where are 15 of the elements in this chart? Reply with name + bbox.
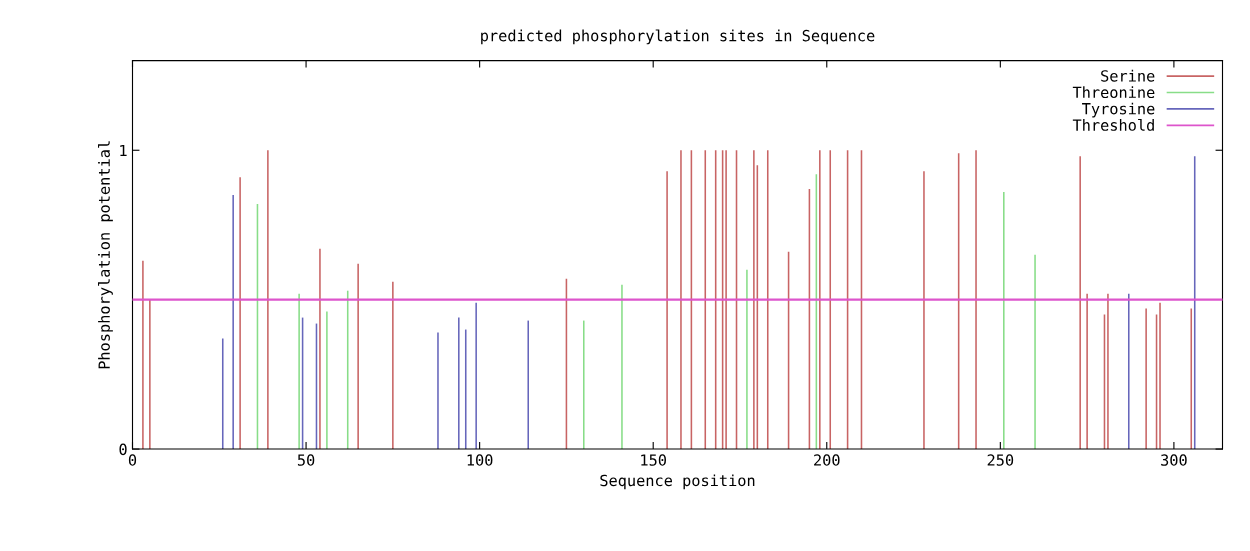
x-tick-label: 100 xyxy=(467,454,493,466)
x-tick-label: 300 xyxy=(1161,454,1187,466)
x-tick-label: 250 xyxy=(987,454,1014,466)
legend-label: Tyrosine xyxy=(1082,102,1155,118)
x-axis-title: Sequence position xyxy=(600,474,755,490)
legend-label: Threonine xyxy=(1072,86,1155,99)
x-tick-label: 200 xyxy=(814,454,840,466)
legend-label: Serine xyxy=(1101,69,1155,82)
y-axis-title: Phosphorylation potential xyxy=(98,141,113,369)
x-tick-label: 150 xyxy=(641,454,667,466)
legend-label: Threshold xyxy=(1072,118,1154,131)
x-tick-label: 50 xyxy=(297,454,315,466)
x-tick-label: 0 xyxy=(128,454,137,466)
chart-title: predicted phosphorylation sites in Sequence xyxy=(481,29,875,45)
y-tick-label: 1 xyxy=(120,144,127,157)
